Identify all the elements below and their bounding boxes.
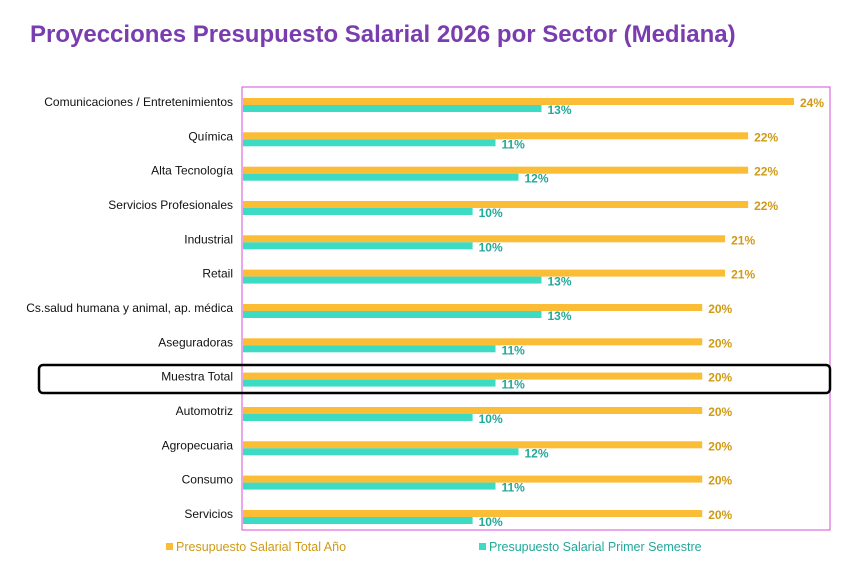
bar-total-servicios	[243, 510, 703, 517]
legend: Presupuesto Salarial Total Año Presupues…	[166, 540, 702, 554]
data-label-first-semester-quimica: 11%	[502, 137, 526, 151]
bar-first-semester-consumo	[243, 482, 496, 490]
bar-first-semester-agropecuaria	[243, 448, 519, 456]
category-label-agropecuaria: Agropecuaria	[162, 438, 234, 452]
bar-total-industrial	[243, 235, 726, 243]
bar-total-consumo	[243, 475, 703, 483]
data-label-total-aseguradoras: 20%	[708, 336, 732, 350]
data-label-total-consumo: 20%	[708, 474, 732, 488]
category-label-automotriz: Automotriz	[176, 404, 233, 418]
data-label-first-semester-muestra-total: 11%	[502, 378, 526, 392]
chart-title: Proyecciones Presupuesto Salarial 2026 p…	[30, 21, 736, 48]
bar-first-semester-aseguradoras	[243, 345, 496, 353]
legend-label-first-semester: Presupuesto Salarial Primer Semestre	[489, 540, 702, 554]
bar-total-comunicaciones-entretenimientos	[243, 98, 794, 105]
bar-first-semester-alta-tecnologia	[243, 173, 519, 181]
legend-swatch-total	[166, 543, 173, 550]
data-label-first-semester-retail: 13%	[548, 275, 572, 289]
data-label-total-quimica: 22%	[754, 130, 778, 144]
bar-total-servicios-profesionales	[243, 201, 749, 208]
data-label-total-cs-salud-humana-y-animal-ap-medica: 20%	[708, 302, 732, 316]
bar-total-alta-tecnologia	[243, 166, 749, 174]
data-label-total-industrial: 21%	[731, 233, 755, 247]
bar-total-muestra-total	[243, 372, 703, 380]
bar-total-quimica	[243, 132, 749, 140]
bar-total-retail	[243, 269, 726, 277]
category-label-industrial: Industrial	[184, 232, 233, 246]
bar-total-aseguradoras	[243, 338, 703, 346]
category-label-consumo: Consumo	[182, 473, 234, 487]
bar-first-semester-comunicaciones-entretenimientos	[243, 105, 542, 112]
data-label-total-comunicaciones-entretenimientos: 24%	[800, 96, 824, 110]
data-label-first-semester-cs-salud-humana-y-animal-ap-medica: 13%	[548, 309, 572, 323]
data-label-total-servicios: 20%	[708, 508, 732, 522]
data-label-total-agropecuaria: 20%	[708, 439, 732, 453]
bars-layer: Comunicaciones / Entretenimientos 24% 13% Q…	[26, 95, 824, 529]
bar-first-semester-servicios-profesionales	[243, 208, 473, 215]
bar-first-semester-retail	[243, 276, 542, 284]
data-label-first-semester-comunicaciones-entretenimientos: 13%	[548, 103, 572, 117]
legend-label-total: Presupuesto Salarial Total Año	[176, 540, 346, 554]
data-label-total-alta-tecnologia: 22%	[754, 165, 778, 179]
bar-first-semester-quimica	[243, 139, 496, 147]
bar-first-semester-muestra-total	[243, 379, 496, 387]
data-label-first-semester-automotriz: 10%	[479, 412, 503, 426]
data-label-total-servicios-profesionales: 22%	[754, 199, 778, 213]
category-label-retail: Retail	[202, 267, 233, 281]
data-label-first-semester-servicios-profesionales: 10%	[479, 206, 503, 220]
category-label-aseguradoras: Aseguradoras	[158, 335, 233, 349]
data-label-total-muestra-total: 20%	[708, 371, 732, 385]
category-label-comunicaciones-entretenimientos: Comunicaciones / Entretenimientos	[44, 95, 233, 109]
bar-total-automotriz	[243, 407, 703, 414]
category-label-quimica: Química	[188, 129, 233, 143]
data-label-first-semester-industrial: 10%	[479, 240, 503, 254]
data-label-first-semester-aseguradoras: 11%	[502, 343, 526, 357]
data-label-total-automotriz: 20%	[708, 405, 732, 419]
bar-total-cs-salud-humana-y-animal-ap-medica	[243, 304, 703, 311]
data-label-first-semester-agropecuaria: 12%	[525, 446, 549, 460]
data-label-total-retail: 21%	[731, 268, 755, 282]
bar-first-semester-servicios	[243, 517, 473, 524]
bar-first-semester-industrial	[243, 242, 473, 250]
data-label-first-semester-servicios: 10%	[479, 515, 503, 529]
bar-first-semester-cs-salud-humana-y-animal-ap-medica	[243, 311, 542, 318]
highlight-box-muestra-total	[37, 363, 832, 395]
category-label-cs-salud-humana-y-animal-ap-medica: Cs.salud humana y animal, ap. médica	[26, 301, 233, 315]
plot-area	[241, 86, 831, 531]
data-label-first-semester-alta-tecnologia: 12%	[525, 172, 549, 186]
category-label-muestra-total: Muestra Total	[161, 370, 233, 384]
category-label-servicios-profesionales: Servicios Profesionales	[108, 198, 233, 212]
bar-first-semester-automotriz	[243, 414, 473, 421]
category-label-servicios: Servicios	[184, 507, 233, 521]
bar-total-agropecuaria	[243, 441, 703, 449]
data-label-first-semester-consumo: 11%	[502, 481, 526, 495]
legend-swatch-first-semester	[479, 543, 486, 550]
category-label-alta-tecnologia: Alta Tecnología	[151, 164, 233, 178]
